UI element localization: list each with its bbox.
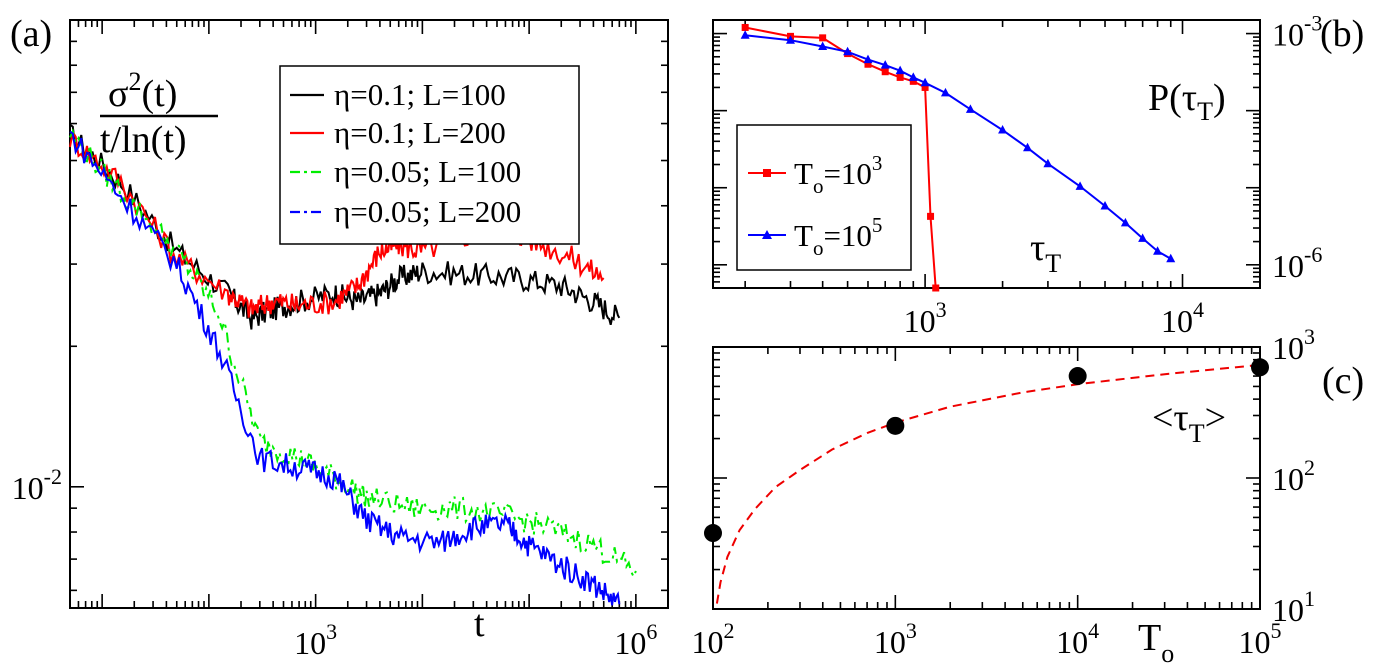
data-point (920, 77, 930, 87)
panel-a-ylabel: σ2(t) t/ln(t) (100, 67, 218, 161)
legend-b-marker-0 (763, 169, 771, 177)
panel-a-xlabel: t (474, 603, 485, 645)
data-point (740, 30, 750, 39)
panel-a-ticks: 103 106 10-2 (12, 19, 669, 661)
legend-a-label-3: η=0.05; L=200 (334, 194, 521, 229)
data-point (1166, 253, 1176, 263)
panel-c-label: (c) (1322, 360, 1364, 402)
series-line-0 (69, 123, 621, 330)
data-point (927, 212, 935, 220)
data-point (921, 83, 929, 91)
data-point (965, 104, 975, 113)
data-point (895, 65, 905, 75)
data-point (1120, 217, 1130, 227)
data-point (818, 41, 828, 50)
data-point (881, 68, 889, 76)
y-tick-label: 102 (1272, 455, 1315, 497)
x-tick-label: 104 (1056, 618, 1099, 660)
y-tick-label: 103 (1272, 324, 1315, 366)
data-point (819, 34, 827, 42)
data-point (908, 72, 918, 81)
data-point (1023, 142, 1033, 152)
ylabel-numerator: σ (108, 73, 128, 115)
panel-b-ylabel: P(τT) (1148, 77, 1226, 126)
y-tick-label: 10-2 (12, 464, 62, 506)
data-point (1251, 358, 1269, 377)
panel-c-series (704, 358, 1269, 604)
data-point (886, 416, 905, 435)
data-point (1068, 367, 1087, 386)
data-point (998, 125, 1008, 134)
x-tick-label: 103 (294, 619, 337, 661)
legend-b-label-1: To=105 (794, 213, 882, 260)
panel-b-ticks: 103 104 10-3 10-6 (713, 11, 1322, 339)
panel-a-legend: η=0.1; L=100 η=0.1; L=200 η=0.05; L=100 … (279, 65, 580, 245)
legend-a-label-0: η=0.1; L=100 (334, 77, 506, 112)
panel-c-frame (712, 346, 1261, 610)
data-point (864, 60, 872, 68)
data-point (1100, 200, 1110, 210)
y-tick-label: 101 (1272, 586, 1315, 628)
data-point (880, 60, 890, 69)
y-tick-label: 10-3 (1272, 11, 1322, 53)
panel-a-frame (69, 19, 669, 609)
data-point (940, 87, 950, 97)
x-tick-label: 106 (614, 619, 657, 661)
data-point (1075, 181, 1085, 190)
legend-b-marker-1 (762, 230, 772, 239)
data-point (785, 35, 795, 44)
x-tick-label: 103 (874, 618, 917, 660)
series-line-2 (69, 128, 637, 579)
panel-b-xlabel: τT (1030, 227, 1061, 278)
panel-a-label: (a) (10, 13, 52, 55)
data-point (932, 284, 940, 292)
data-point (1138, 233, 1148, 242)
panel-c-xlabel: To (1138, 617, 1174, 668)
panel-a-series (69, 123, 637, 606)
data-point (1153, 246, 1163, 255)
panel-b-legend: To=103 To=105 (736, 124, 912, 271)
legend-a-label-2: η=0.05; L=100 (334, 154, 521, 189)
data-point (843, 46, 853, 56)
legend-b-box (736, 124, 912, 271)
ylabel-numerator-arg: (t) (141, 73, 177, 115)
x-tick-label: 103 (904, 297, 947, 339)
data-point (1043, 158, 1053, 168)
ylabel-denominator: t/ln(t) (100, 119, 187, 161)
data-point (741, 23, 749, 31)
panel-c-ylabel: <τT> (1152, 397, 1226, 448)
x-tick-label: 105 (1239, 618, 1282, 660)
legend-a-box (279, 65, 580, 245)
panel-b-frame (712, 19, 1261, 289)
panel-b: 103 104 10-3 10-6 (b) P(τT) τT To=103 To=10… (712, 11, 1364, 339)
series-line-3 (69, 130, 621, 606)
y-tick-label: 10-6 (1272, 242, 1322, 284)
panel-a: 103 106 10-2 (a) σ2(t) t/ln(t) t η=0.1; L=… (10, 13, 669, 661)
data-point (863, 54, 873, 64)
x-tick-label: 104 (1161, 297, 1204, 339)
ylabel-numerator-sup: 2 (128, 67, 141, 96)
series-line-1 (745, 34, 1172, 260)
legend-b-label-0: To=103 (794, 151, 882, 198)
legend-a-label-1: η=0.1; L=200 (334, 115, 506, 150)
fit-line (715, 363, 1261, 604)
panel-b-label: (b) (1320, 13, 1364, 55)
x-tick-label: 102 (692, 618, 735, 660)
panel-b-series (740, 23, 1176, 292)
data-point (909, 77, 917, 85)
data-point (704, 524, 722, 543)
data-point (896, 73, 904, 81)
svg-text:σ2(t): σ2(t) (108, 67, 177, 115)
